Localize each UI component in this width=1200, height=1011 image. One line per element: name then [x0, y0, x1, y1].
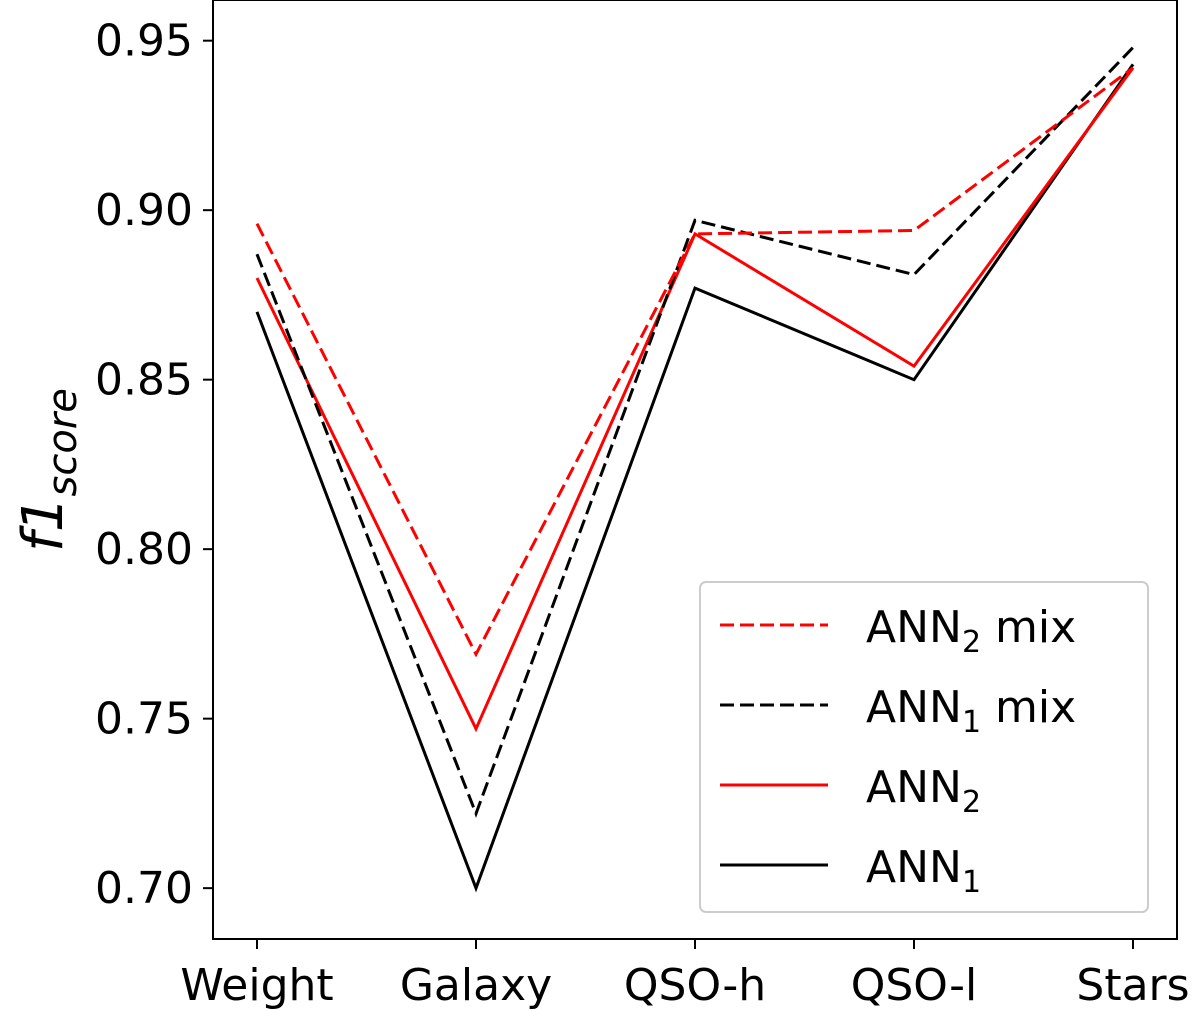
y-axis: 0.70 0.75 0.80 0.85 0.90 0.95: [95, 16, 213, 914]
y-axis-title: f1score: [11, 388, 86, 552]
legend-label-ann1: ANN1: [866, 842, 981, 900]
y-axis-title-main: f1: [11, 497, 76, 552]
series-line-ann1: [255, 63, 1135, 893]
legend-label-ann2-mix: ANN2 mix: [866, 602, 1076, 660]
x-tick-label: Stars: [1076, 960, 1189, 1011]
y-tick-label: 0.95: [95, 16, 193, 67]
x-tick-label: Galaxy: [400, 960, 552, 1011]
y-tick-label: 0.80: [95, 524, 193, 575]
y-tick-label: 0.90: [95, 185, 193, 236]
y-tick-label: 0.70: [95, 863, 193, 914]
series-line-ann2mix: [255, 66, 1134, 658]
y-axis-title-subscript: score: [40, 388, 86, 496]
y-tick-label: 0.75: [95, 694, 193, 745]
x-tick-label: QSO-h: [624, 960, 766, 1011]
legend: ANN2 mix ANN1 mix ANN2 ANN1: [699, 581, 1149, 913]
series-line-ann1mix: [255, 46, 1135, 818]
x-tick-label: Weight: [180, 960, 333, 1011]
legend-box: [699, 581, 1149, 913]
y-tick-label: 0.85: [95, 355, 193, 406]
x-tick-label: QSO-l: [851, 960, 978, 1011]
legend-label-ann2: ANN2: [866, 762, 981, 820]
series-layer: [255, 46, 1135, 893]
legend-label-ann1-mix: ANN1 mix: [866, 682, 1076, 740]
x-axis: Weight Galaxy QSO-h QSO-l Stars: [180, 939, 1190, 1011]
series-line-ann2: [255, 66, 1135, 733]
